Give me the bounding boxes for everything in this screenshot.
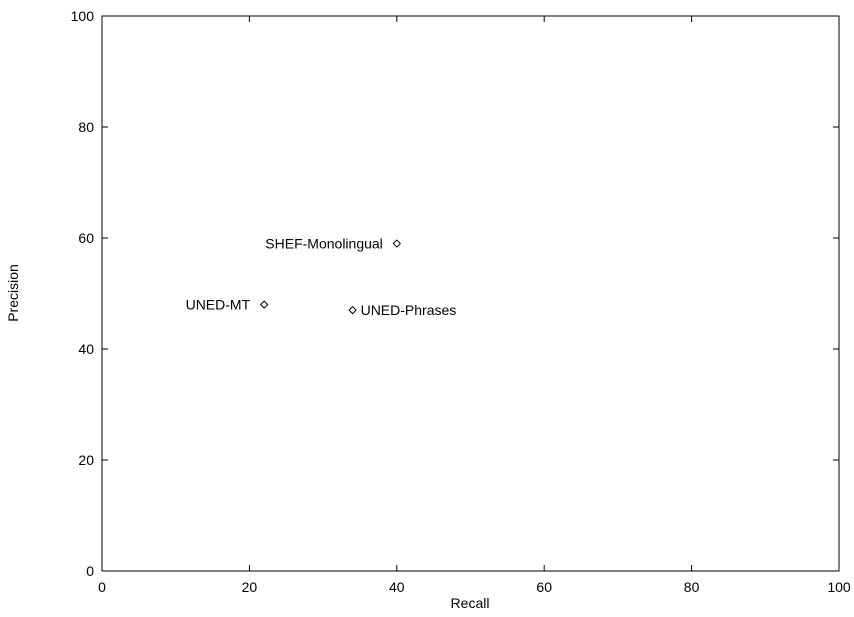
y-axis-label: Precision bbox=[5, 264, 21, 322]
y-tick-label: 100 bbox=[71, 8, 95, 24]
y-tick-label: 40 bbox=[78, 341, 94, 357]
x-tick-label: 40 bbox=[389, 579, 405, 595]
x-axis-ticks: 0 20 40 60 80 100 bbox=[98, 16, 851, 595]
x-axis-label: Recall bbox=[451, 595, 490, 611]
data-point-label: SHEF-Monolingual bbox=[265, 236, 383, 252]
data-points: SHEF-Monolingual UNED-MT UNED-Phrases bbox=[186, 236, 457, 319]
x-tick-label: 0 bbox=[98, 579, 106, 595]
x-tick-label: 80 bbox=[684, 579, 700, 595]
plot-frame bbox=[101, 15, 840, 572]
data-point-marker bbox=[259, 300, 269, 309]
data-point-marker bbox=[392, 239, 402, 248]
x-tick-label: 60 bbox=[536, 579, 552, 595]
y-tick-label: 0 bbox=[86, 563, 94, 579]
y-tick-label: 80 bbox=[78, 119, 94, 135]
y-tick-label: 20 bbox=[78, 452, 94, 468]
data-point-marker bbox=[348, 305, 357, 315]
data-point-label: UNED-MT bbox=[186, 297, 251, 313]
x-tick-label: 20 bbox=[242, 579, 258, 595]
x-tick-label: 100 bbox=[827, 579, 851, 595]
y-tick-label: 60 bbox=[78, 230, 94, 246]
data-point-label: UNED-Phrases bbox=[361, 302, 457, 318]
y-axis-ticks: 0 20 40 60 80 100 bbox=[71, 8, 839, 579]
